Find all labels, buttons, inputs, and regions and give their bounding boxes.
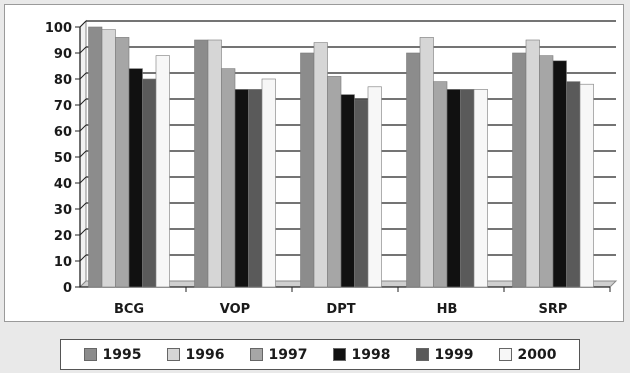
bar-bcg-1999 <box>142 78 157 288</box>
y-tick-label: 0 <box>63 281 72 296</box>
gridline-diag <box>79 228 87 236</box>
bar-srp-1995 <box>512 52 527 288</box>
y-tick-label: 50 <box>54 151 72 166</box>
gridline-diag <box>79 98 87 106</box>
y-tick-label: 80 <box>54 73 72 88</box>
legend-item-1997: 1997 <box>249 346 308 363</box>
gridline-diag <box>79 150 87 158</box>
bar-dpt-2000 <box>367 86 382 288</box>
bar-bcg-1997 <box>115 37 130 288</box>
bar-bcg-1998 <box>128 68 143 288</box>
legend-item-2000: 2000 <box>498 346 557 363</box>
legend-label: 1996 <box>185 346 225 363</box>
legend-swatch <box>249 348 263 361</box>
chart-legend: 1995 1996 1997 1998 1999 2000 <box>60 339 580 370</box>
legend-swatch <box>415 348 429 361</box>
bar-srp-1998 <box>552 60 567 288</box>
bar-bcg-1996 <box>101 29 116 288</box>
y-tick-label: 70 <box>54 99 72 114</box>
legend-label: 1998 <box>351 346 391 363</box>
bar-hb-1995 <box>406 52 421 288</box>
legend-item-1998: 1998 <box>332 346 391 363</box>
legend-swatch <box>166 348 180 361</box>
legend-label: 2000 <box>517 346 557 363</box>
legend-swatch <box>498 348 512 361</box>
x-tick-label: BCG <box>114 302 144 317</box>
chart-area: 0 10 20 30 40 50 60 70 80 90 100 BCG VOP DPT HB SRP <box>4 4 624 322</box>
bar-vop-2000 <box>261 78 276 288</box>
gridline-diag <box>79 20 87 28</box>
legend-swatch <box>332 348 346 361</box>
legend-item-1996: 1996 <box>166 346 225 363</box>
legend-swatch <box>83 348 97 361</box>
legend-label: 1995 <box>102 346 142 363</box>
y-tick-label: 40 <box>54 177 72 192</box>
bar-hb-1999 <box>460 89 475 288</box>
gridline-diag <box>79 72 87 80</box>
y-tick-label: 100 <box>45 21 72 36</box>
bar-hb-1998 <box>446 89 461 288</box>
legend-item-1999: 1999 <box>415 346 474 363</box>
bar-vop-1999 <box>248 89 263 288</box>
bar-srp-1997 <box>539 55 554 288</box>
bar-chart: 0 10 20 30 40 50 60 70 80 90 100 BCG VOP DPT HB SRP <box>45 19 618 317</box>
gridline-diag <box>79 202 87 210</box>
gridline-diag <box>79 176 87 184</box>
bar-bcg-2000 <box>155 55 170 288</box>
bar-vop-1998 <box>234 89 249 288</box>
legend-item-1995: 1995 <box>83 346 142 363</box>
bar-hb-2000 <box>473 89 488 288</box>
gridline-diag <box>79 46 87 54</box>
x-tick-label: HB <box>437 302 458 317</box>
bar-bcg-1995 <box>88 26 103 288</box>
bar-srp-1996 <box>525 39 540 288</box>
bar-vop-1996 <box>207 39 222 288</box>
y-tick-label: 10 <box>54 255 72 270</box>
bar-dpt-1997 <box>327 76 342 288</box>
bar-srp-2000 <box>579 83 594 288</box>
bar-hb-1996 <box>419 37 434 288</box>
bar-dpt-1995 <box>300 52 315 288</box>
bar-dpt-1998 <box>340 94 355 288</box>
bar-vop-1995 <box>194 39 209 288</box>
bar-dpt-1999 <box>354 99 369 288</box>
y-tick-label: 90 <box>54 47 72 62</box>
bar-srp-1999 <box>566 81 581 288</box>
bar-vop-1997 <box>221 68 236 288</box>
bar-hb-1997 <box>433 81 448 288</box>
y-tick-label: 60 <box>54 125 72 140</box>
y-tick-label: 30 <box>54 203 72 218</box>
legend-label: 1999 <box>434 346 474 363</box>
x-tick-label: DPT <box>326 302 355 317</box>
gridline-diag <box>79 254 87 262</box>
gridline-diag <box>79 124 87 132</box>
x-tick-label: VOP <box>220 302 250 317</box>
y-tick-label: 20 <box>54 229 72 244</box>
x-tick-label: SRP <box>539 302 568 317</box>
bar-dpt-1996 <box>313 42 328 288</box>
legend-label: 1997 <box>268 346 308 363</box>
